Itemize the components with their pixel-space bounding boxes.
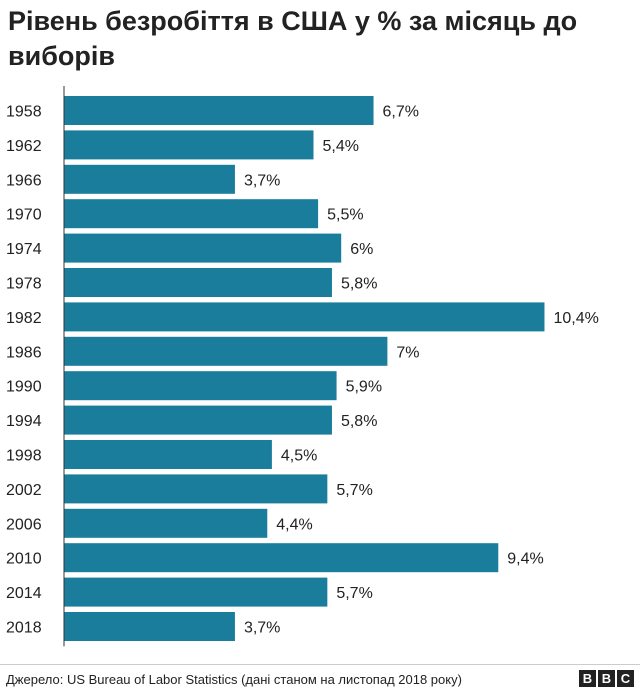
data-label: 4,4% (276, 516, 312, 533)
tick-label: 1978 (6, 276, 42, 293)
bar-2018 (64, 612, 235, 641)
data-label: 6% (350, 241, 373, 258)
tick-label: 1982 (6, 310, 42, 327)
bar-2002 (64, 474, 328, 504)
tick-label: 2006 (6, 516, 42, 533)
bar-2014 (64, 577, 328, 607)
bar-1990 (64, 371, 337, 401)
tick-label: 1998 (6, 448, 42, 465)
tick-label: 2002 (6, 482, 42, 499)
bar-chart: 1958 1962 1966 1970 1974 1978 1982 1986 1990 1994… (6, 86, 599, 647)
footer-divider (0, 664, 640, 665)
bar-2006 (64, 508, 268, 538)
tick-label: 1962 (6, 138, 42, 155)
bar-1994 (64, 405, 332, 435)
logo-letter: B (598, 670, 615, 687)
tick-label: 1990 (6, 379, 42, 396)
bar-1986 (64, 336, 388, 366)
bar-1978 (64, 268, 332, 297)
tick-label: 1994 (6, 413, 42, 430)
bar-1970 (64, 199, 319, 229)
data-label: 5,7% (336, 482, 372, 499)
data-labels-group: 6,7% 5,4% 3,7% 5,5% 6% 5,8% 10,4% 7% 5,9% 5,8% 4,5… (244, 104, 599, 637)
tick-label: 2010 (6, 551, 42, 568)
data-label: 3,7% (244, 620, 280, 637)
data-label: 5,4% (322, 138, 358, 155)
bar-1974 (64, 233, 342, 263)
bar-1958 (64, 96, 374, 125)
tick-label: 2018 (6, 620, 42, 637)
bars-group (64, 96, 545, 641)
data-label: 7% (396, 344, 419, 361)
tick-label: 2014 (6, 585, 42, 602)
data-label: 5,8% (341, 413, 377, 430)
logo-letter: C (617, 670, 634, 687)
data-label: 5,9% (346, 379, 382, 396)
data-label: 3,7% (244, 172, 280, 189)
bar-1962 (64, 130, 314, 160)
chart-title: Рівень безробіття в США у % за місяць до… (8, 6, 578, 71)
bar-1998 (64, 440, 272, 469)
data-label: 5,7% (336, 585, 372, 602)
data-label: 5,5% (327, 207, 363, 224)
data-label: 5,8% (341, 276, 377, 293)
data-label: 10,4% (553, 310, 598, 327)
tick-label: 1986 (6, 344, 42, 361)
source-note: Джерело: US Bureau of Labor Statistics (… (6, 672, 462, 687)
tick-labels-group: 1958 1962 1966 1970 1974 1978 1982 1986 1990 1994… (6, 104, 42, 637)
tick-label: 1966 (6, 172, 42, 189)
bar-2010 (64, 543, 499, 573)
data-label: 4,5% (281, 448, 317, 465)
bbc-logo: B B C (579, 670, 634, 687)
bar-1982 (64, 302, 545, 332)
bar-1966 (64, 164, 235, 194)
data-label: 6,7% (383, 104, 419, 121)
tick-label: 1974 (6, 241, 42, 258)
tick-label: 1958 (6, 104, 42, 121)
tick-label: 1970 (6, 207, 42, 224)
logo-letter: B (579, 670, 596, 687)
data-label: 9,4% (507, 551, 543, 568)
